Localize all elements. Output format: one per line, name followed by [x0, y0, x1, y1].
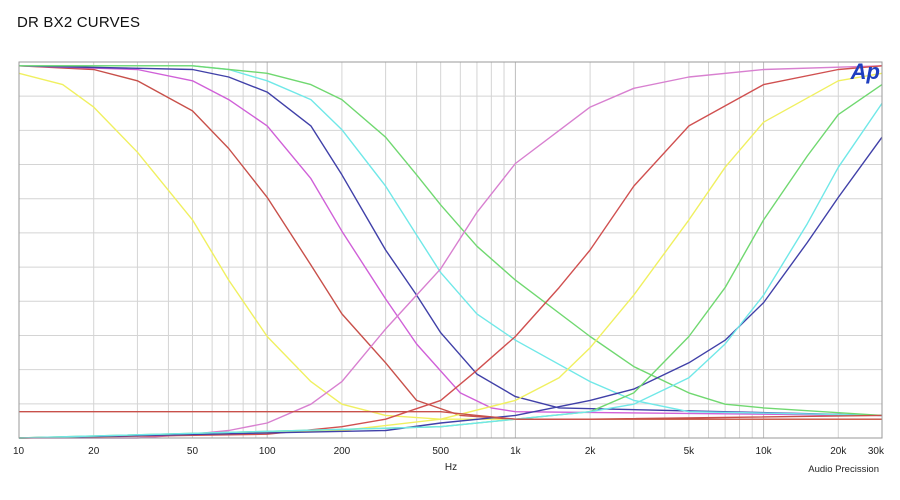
x-tick-label: 500: [432, 446, 449, 457]
series-line-9: [18, 72, 883, 439]
plot-frame: [18, 61, 883, 439]
series-line-10: [18, 136, 883, 439]
ap-logo: Ap: [850, 59, 880, 84]
x-tick-label: 200: [334, 446, 351, 457]
series-line-6: [19, 65, 883, 417]
x-axis-label: Hz: [445, 462, 457, 473]
x-tick-label: 100: [259, 446, 276, 457]
credit-text: Audio Precission: [808, 464, 879, 475]
series-line-5: [19, 65, 883, 417]
series-line-4: [18, 65, 883, 417]
series-line-8: [18, 65, 883, 439]
series-line-12: [18, 103, 883, 439]
x-tick-label: 50: [187, 446, 199, 457]
x-tick-label: 1k: [510, 446, 522, 457]
chart-title: DR BX2 CURVES: [17, 14, 141, 31]
x-tick-label: 20: [88, 446, 100, 457]
series-line-13: [19, 411, 883, 420]
series-line-2: [18, 65, 882, 420]
x-tick-label: 5k: [684, 446, 696, 457]
x-tick-label: 20k: [830, 446, 847, 457]
x-tick-label: 10: [13, 446, 25, 457]
plot-area: [19, 62, 882, 438]
x-tick-label: 10k: [756, 446, 773, 457]
series-line-3: [18, 65, 883, 417]
x-tick-label: 30k: [868, 446, 885, 457]
x-tick-label: 2k: [585, 446, 597, 457]
series-line-7: [19, 65, 883, 439]
